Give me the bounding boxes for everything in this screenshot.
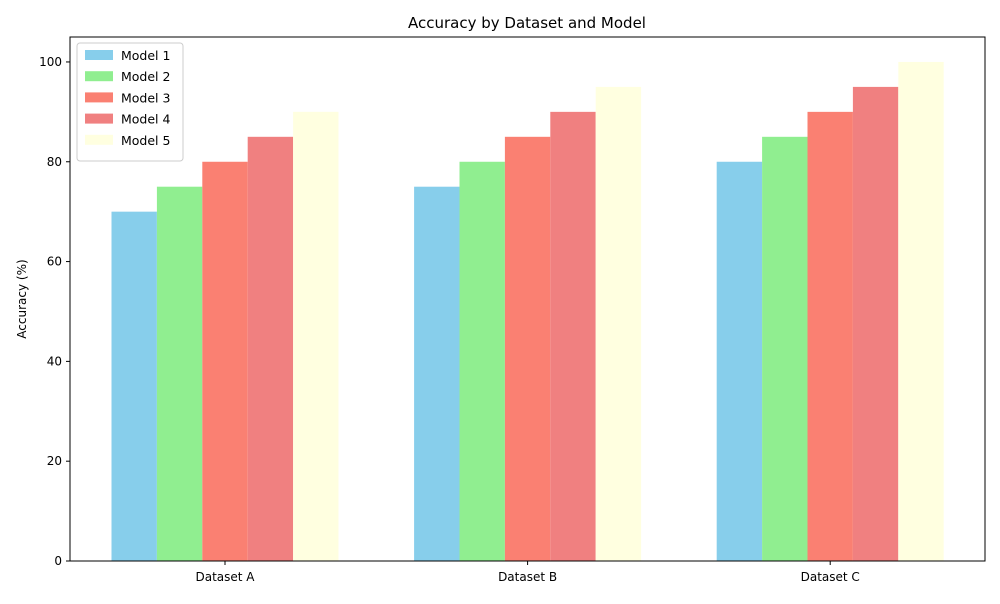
legend-swatch-model-2 [85,71,113,82]
bars-layer [111,61,944,562]
legend-label-model-5: Model 5 [121,133,170,148]
bar-model-3-dataset-b [504,136,551,561]
axes-layer: 0 20 40 60 80 100 Dataset A Dataset B Dataset C [39,36,986,584]
legend-swatch-model-3 [85,92,113,103]
chart-title: Accuracy by Dataset and Model [408,14,646,32]
bar-model-2-dataset-b [459,161,505,561]
bar-model-2-dataset-a [156,186,203,561]
y-tick-label-80: 80 [47,155,62,169]
bar-model-3-dataset-c [807,111,853,562]
bar-model-2-dataset-c [762,136,808,561]
bar-model-4-dataset-a [247,136,294,561]
legend-label-model-1: Model 1 [121,48,170,63]
legend: Model 1 Model 2 Model 3 Model 4 Model 5 [76,42,184,162]
bar-model-1-dataset-b [414,186,460,561]
legend-label-model-2: Model 2 [121,69,170,84]
y-tick-label-100: 100 [39,55,62,69]
bar-model-1-dataset-c [716,161,763,561]
bar-model-3-dataset-a [202,161,248,561]
bar-model-5-dataset-a [293,111,339,562]
y-axis-label: Accuracy (%) [15,259,29,338]
y-tick-label-60: 60 [47,255,62,269]
bar-model-5-dataset-c [898,61,944,561]
x-tick-label-dataset-a: Dataset A [195,570,255,584]
y-tick-label-0: 0 [54,554,62,568]
y-tick-label-20: 20 [47,454,62,468]
legend-label-model-3: Model 3 [121,90,170,105]
legend-label-model-4: Model 4 [121,112,171,127]
bar-model-4-dataset-c [852,86,899,562]
legend-swatch-model-4 [85,113,113,124]
y-tick-label-40: 40 [47,354,62,368]
bar-model-1-dataset-a [111,211,157,562]
bar-model-4-dataset-b [550,111,596,562]
legend-swatch-model-1 [85,50,113,60]
legend-swatch-model-5 [85,134,113,145]
x-tick-label-dataset-c: Dataset C [801,570,860,584]
bar-model-5-dataset-b [595,86,642,562]
x-tick-label-dataset-b: Dataset B [498,570,557,584]
